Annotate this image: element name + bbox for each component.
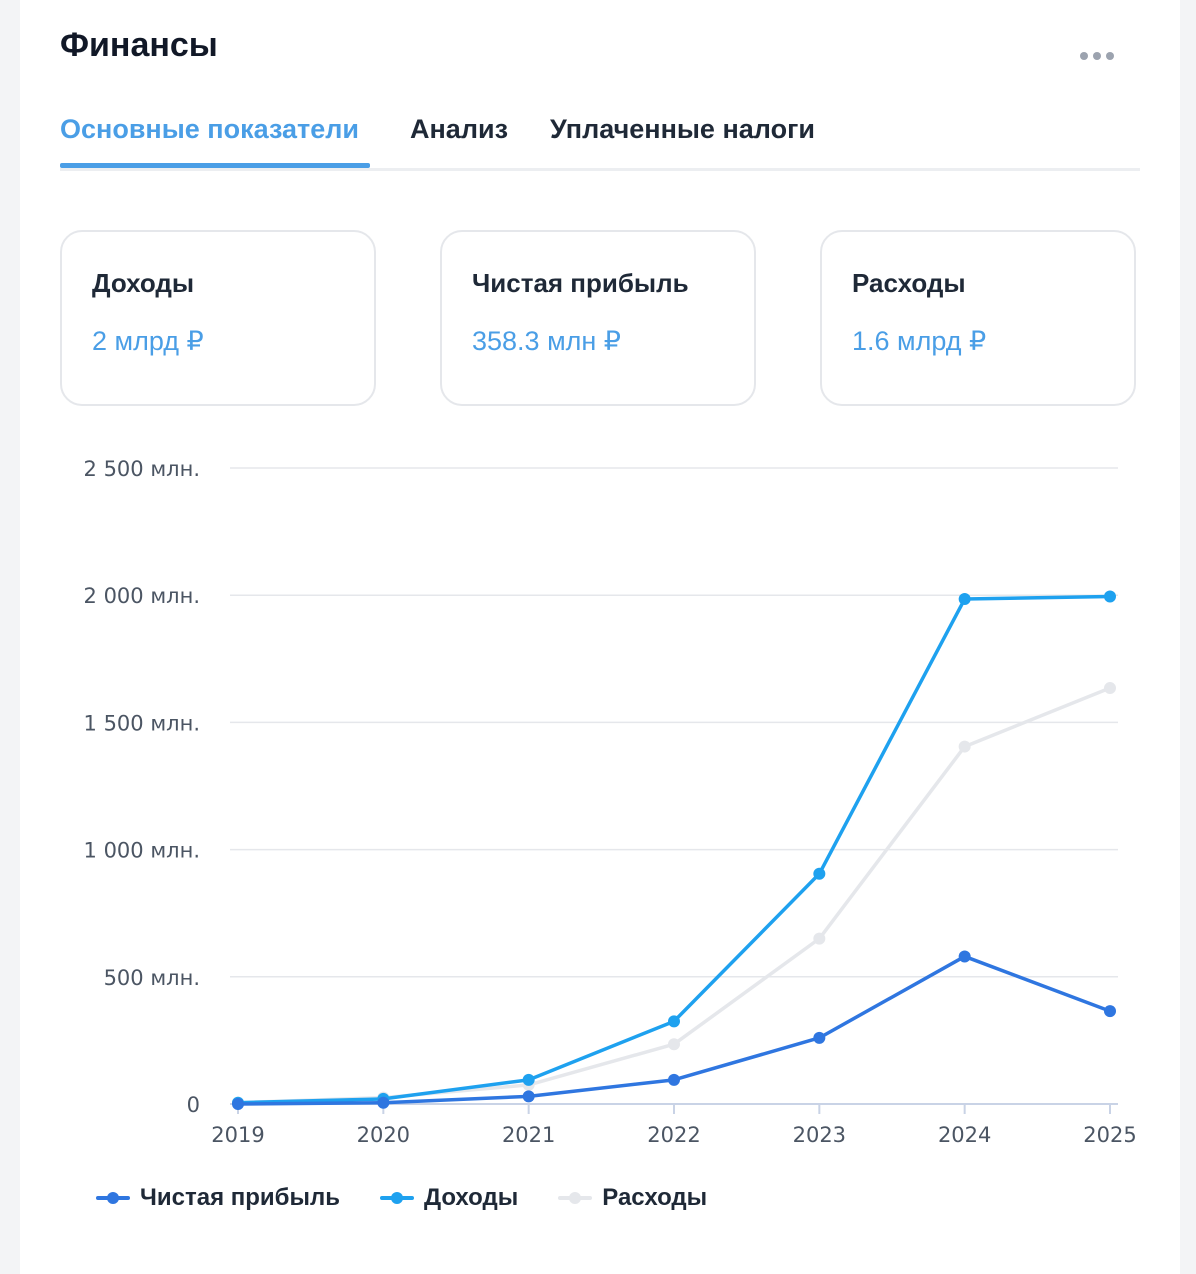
kpi-label: Чистая прибыль <box>472 268 689 298</box>
legend-swatch <box>558 1192 593 1204</box>
tab-main-indicators[interactable]: Основные показатели <box>60 114 360 144</box>
kpi-label: Расходы <box>852 268 966 298</box>
x-tick-label: 2021 <box>502 1123 555 1147</box>
data-point <box>232 1098 244 1110</box>
data-point <box>377 1096 390 1109</box>
y-tick-label: 500 млн. <box>104 966 200 990</box>
x-tick-label: 2023 <box>793 1123 846 1147</box>
data-point <box>522 1090 535 1103</box>
data-point <box>813 1031 826 1044</box>
y-tick-label: 1 500 млн. <box>84 711 200 735</box>
tab-bar: Основные показатели Анализ Уплаченные на… <box>60 108 1140 171</box>
kpi-card-income: Доходы 2 млрд ₽ <box>60 230 376 406</box>
data-point <box>1104 682 1116 695</box>
kpi-card-net-profit: Чистая прибыль 358.3 млн ₽ <box>440 230 756 406</box>
data-point <box>813 932 826 945</box>
data-point <box>668 1073 680 1086</box>
dot <box>1106 52 1114 60</box>
legend-item[interactable]: Расходы <box>558 1184 707 1212</box>
data-point <box>668 1038 680 1051</box>
kpi-value: 1.6 млрд ₽ <box>852 326 987 356</box>
legend-swatch <box>379 1192 414 1204</box>
tab-analysis[interactable]: Анализ <box>410 114 508 144</box>
page-title: Финансы <box>60 26 218 64</box>
y-tick-label: 0 <box>187 1093 200 1117</box>
y-tick-label: 2 500 млн. <box>84 457 200 481</box>
data-point <box>1104 590 1116 603</box>
y-tick-label: 1 000 млн. <box>84 839 200 863</box>
finance-card: Финансы Основные показатели Анализ Уплач… <box>20 0 1180 1274</box>
data-point <box>958 740 971 753</box>
more-dots-icon[interactable] <box>1080 44 1114 68</box>
data-point <box>813 867 826 880</box>
data-point <box>958 593 971 606</box>
data-point <box>1104 1005 1116 1018</box>
kpi-card-expenses: Расходы 1.6 млрд ₽ <box>820 230 1136 406</box>
data-point <box>958 950 971 963</box>
x-tick-label: 2024 <box>938 1123 991 1147</box>
legend-swatch <box>96 1192 130 1204</box>
tab-taxes-paid[interactable]: Уплаченные налоги <box>550 114 815 144</box>
line-chart: 0 500 млн. 1 000 млн. 1 500 млн. 2 000 млн. 2… <box>84 457 1137 1147</box>
legend-label: Расходы <box>602 1184 708 1211</box>
chart-legend: Чистая прибыль Доходы Расходы <box>96 1180 747 1216</box>
x-tick-label: 2019 <box>211 1123 264 1147</box>
legend-item[interactable]: Доходы <box>379 1184 519 1212</box>
data-point <box>668 1015 680 1028</box>
kpi-value: 358.3 млн ₽ <box>472 326 621 356</box>
active-tab-indicator <box>60 163 370 168</box>
x-tick-label: 2025 <box>1083 1123 1136 1147</box>
data-point <box>522 1073 535 1086</box>
dot <box>1093 52 1101 60</box>
kpi-label: Доходы <box>92 268 195 298</box>
legend-label: Доходы <box>423 1184 519 1211</box>
dot <box>1080 52 1088 60</box>
y-tick-label: 2 000 млн. <box>84 584 200 608</box>
legend-item[interactable]: Чистая прибыль <box>96 1184 340 1212</box>
x-tick-label: 2022 <box>647 1123 700 1147</box>
x-tick-label: 2020 <box>357 1123 410 1147</box>
legend-label: Чистая прибыль <box>140 1184 340 1211</box>
kpi-value: 2 млрд ₽ <box>92 326 204 356</box>
